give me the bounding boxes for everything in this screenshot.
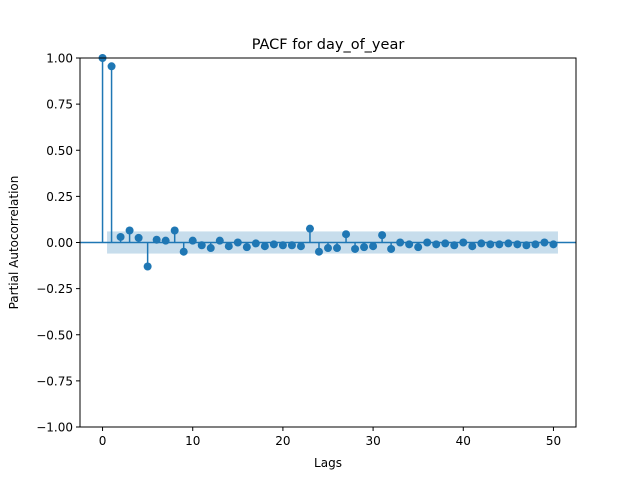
y-tick-label: 0.75 (46, 98, 73, 112)
stem-marker (540, 238, 549, 247)
stem-marker (152, 235, 161, 244)
y-tick-label: −0.50 (36, 328, 73, 342)
stem-marker (314, 247, 323, 256)
stem-marker (342, 230, 351, 239)
y-axis-label: Partial Autocorrelation (7, 176, 21, 310)
stem-marker (269, 240, 278, 249)
y-tick-label: −1.00 (36, 421, 73, 435)
y-tick-label: 0.00 (46, 236, 73, 250)
stem-marker (441, 239, 450, 248)
stem-marker (549, 240, 558, 249)
markers-layer (98, 54, 558, 271)
stem-marker (369, 242, 378, 251)
stem-marker (134, 233, 143, 242)
stem-marker (504, 239, 513, 248)
stem-marker (296, 242, 305, 251)
y-tick-label: 0.50 (46, 144, 73, 158)
x-axis-label: Lags (314, 456, 342, 470)
stem-marker (486, 240, 495, 249)
stem-marker (324, 244, 332, 253)
stem-marker (414, 243, 423, 252)
stem-marker (215, 236, 224, 245)
stem-marker (107, 62, 116, 71)
stem-marker (242, 243, 251, 252)
stem-marker (179, 247, 188, 256)
stem-marker (278, 241, 287, 250)
x-tick-label: 30 (365, 434, 380, 448)
stem-marker (387, 244, 396, 253)
stem-marker (450, 241, 459, 250)
stem-marker (351, 244, 360, 253)
stem-marker (477, 239, 486, 248)
stem-marker (224, 242, 233, 251)
x-tick-label: 40 (456, 434, 471, 448)
stem-marker (287, 241, 296, 250)
stem-marker (378, 231, 387, 240)
y-tick-label: 1.00 (46, 52, 73, 66)
x-tick-label: 50 (546, 434, 561, 448)
stem-marker (513, 240, 522, 249)
stem-marker (161, 236, 170, 245)
stem-marker (396, 238, 405, 247)
y-tick-label: −0.75 (36, 374, 73, 388)
x-tick-label: 20 (275, 434, 290, 448)
chart-title: PACF for day_of_year (252, 37, 405, 53)
x-tick-label: 0 (99, 434, 107, 448)
stem-marker (143, 262, 152, 271)
stem-marker (260, 242, 269, 251)
stem-marker (206, 244, 215, 253)
x-ticks: 0 10 20 30 40 50 (99, 427, 561, 448)
stem-marker (522, 241, 531, 250)
stem-marker (405, 240, 414, 249)
y-tick-label: 0.25 (46, 190, 73, 204)
y-ticks: −1.00 −0.75 −0.50 −0.25 0.00 0.25 0.50 0.75 1.00 (36, 52, 80, 435)
stem-marker (197, 241, 206, 250)
stem-marker (423, 238, 432, 247)
stem-marker (333, 244, 342, 253)
stem-marker (495, 240, 504, 249)
stem-marker (251, 239, 260, 248)
stem-marker (432, 240, 441, 249)
stem-marker (459, 238, 468, 247)
stem-marker (170, 226, 179, 235)
stem-marker (125, 226, 134, 235)
stem-marker (116, 232, 125, 241)
stem-marker (233, 238, 242, 247)
x-tick-label: 10 (185, 434, 200, 448)
y-tick-label: −0.25 (36, 282, 73, 296)
stem-marker (305, 224, 314, 233)
stem-marker (531, 240, 540, 249)
stem-marker (360, 243, 369, 252)
stem-marker (188, 236, 197, 245)
stem-marker (468, 242, 477, 251)
